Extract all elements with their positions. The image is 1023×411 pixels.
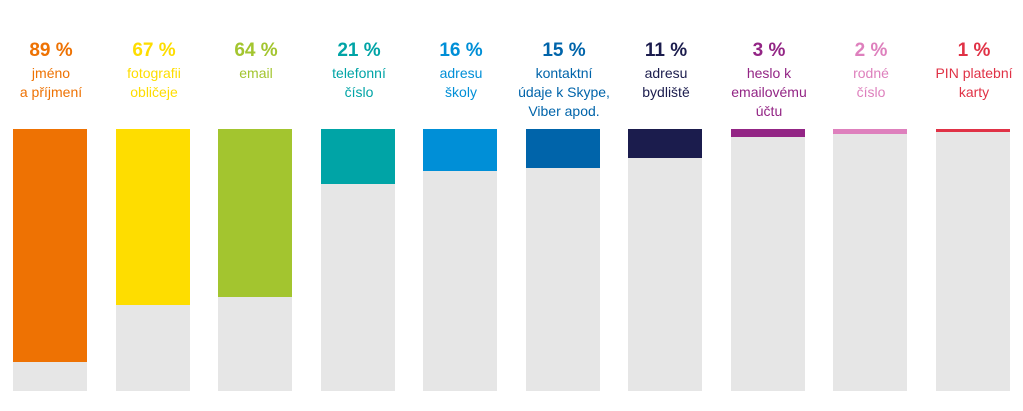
bar-category-label: heslo k emailovému účtu bbox=[718, 64, 820, 121]
bar-value-label: 67 % bbox=[132, 40, 176, 61]
bar-category-label-line: obličeje bbox=[130, 84, 178, 100]
bar-track bbox=[628, 129, 702, 391]
bar-category-label-line: Viber apod. bbox=[528, 103, 600, 119]
bar-value-label: 1 % bbox=[957, 40, 991, 61]
bar-category-label-line: emailovému bbox=[731, 84, 807, 100]
bar-category-label-line: jméno bbox=[31, 65, 71, 81]
bar-category-label-line: kontaktní bbox=[535, 65, 593, 81]
bar-category-label-line: karty bbox=[958, 84, 990, 100]
bar-category-label-line: rodné bbox=[853, 65, 889, 81]
bar-category-label: kontaktní údaje k Skype, Viber apod. bbox=[513, 64, 615, 121]
bar-value-label: 11 % bbox=[644, 40, 688, 61]
bar bbox=[116, 129, 190, 305]
bar bbox=[423, 129, 497, 171]
bar-value-label: 64 % bbox=[234, 40, 278, 61]
bar-category-label: jméno a příjmení bbox=[0, 64, 102, 102]
bar-track bbox=[218, 129, 292, 391]
bar-track bbox=[13, 129, 87, 391]
bar-category-label: rodné číslo bbox=[820, 64, 922, 102]
bar-value-label: 3 % bbox=[752, 40, 786, 61]
bar-category-label-line: číslo bbox=[856, 84, 886, 100]
bar bbox=[218, 129, 292, 297]
bar-value-label: 2 % bbox=[854, 40, 888, 61]
bar-value-label: 16 % bbox=[439, 40, 483, 61]
bar-category-label-line: fotografii bbox=[127, 65, 181, 81]
bar bbox=[731, 129, 805, 137]
bar-category-label-line: PIN platební bbox=[935, 65, 1013, 81]
bar-category-label: telefonní číslo bbox=[308, 64, 410, 102]
bar bbox=[321, 129, 395, 184]
bar-track bbox=[116, 129, 190, 391]
bar-track bbox=[526, 129, 600, 391]
bar-category-label: email bbox=[205, 64, 307, 83]
bar-category-label-line: adresu bbox=[644, 65, 688, 81]
bar-category-label-line: číslo bbox=[344, 84, 374, 100]
bar-category-label-line: adresu bbox=[439, 65, 483, 81]
bar-category-label: fotografii obličeje bbox=[103, 64, 205, 102]
bar bbox=[628, 129, 702, 158]
bar bbox=[526, 129, 600, 168]
bar-category-label-line: telefonní bbox=[332, 65, 386, 81]
bar-value-label: 21 % bbox=[337, 40, 381, 61]
bar-category-label-line: údaje k Skype, bbox=[518, 84, 610, 100]
bar-category-label-line: a příjmení bbox=[19, 84, 83, 100]
bar bbox=[833, 129, 907, 134]
bar-category-label: adresu bydliště bbox=[615, 64, 717, 102]
bar bbox=[13, 129, 87, 362]
bar-track bbox=[936, 129, 1010, 391]
bar-category-label-line: účtu bbox=[755, 103, 783, 119]
bar-category-label-line: heslo k bbox=[746, 65, 792, 81]
bar-category-label-line: bydliště bbox=[642, 84, 690, 100]
bar-category-label: PIN platební karty bbox=[923, 64, 1023, 102]
bar-value-label: 89 % bbox=[29, 40, 73, 61]
bar-track bbox=[321, 129, 395, 391]
bar-category-label-line: email bbox=[239, 65, 273, 81]
bar-track bbox=[731, 129, 805, 391]
bar-track bbox=[833, 129, 907, 391]
bar-track bbox=[423, 129, 497, 391]
bar-value-label: 15 % bbox=[542, 40, 586, 61]
bar-category-label-line: školy bbox=[445, 84, 477, 100]
bar bbox=[936, 129, 1010, 132]
bar-category-label: adresu školy bbox=[410, 64, 512, 102]
